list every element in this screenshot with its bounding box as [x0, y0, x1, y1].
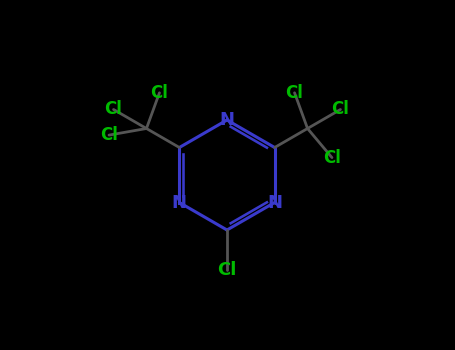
Text: Cl: Cl: [323, 149, 341, 167]
Text: Cl: Cl: [100, 126, 118, 144]
Text: N: N: [219, 111, 234, 129]
Text: N: N: [267, 194, 282, 211]
Text: Cl: Cl: [332, 100, 349, 119]
Text: Cl: Cl: [151, 84, 168, 102]
Text: Cl: Cl: [286, 84, 303, 102]
Text: Cl: Cl: [217, 261, 237, 279]
Text: N: N: [172, 194, 187, 211]
Text: Cl: Cl: [105, 100, 122, 119]
